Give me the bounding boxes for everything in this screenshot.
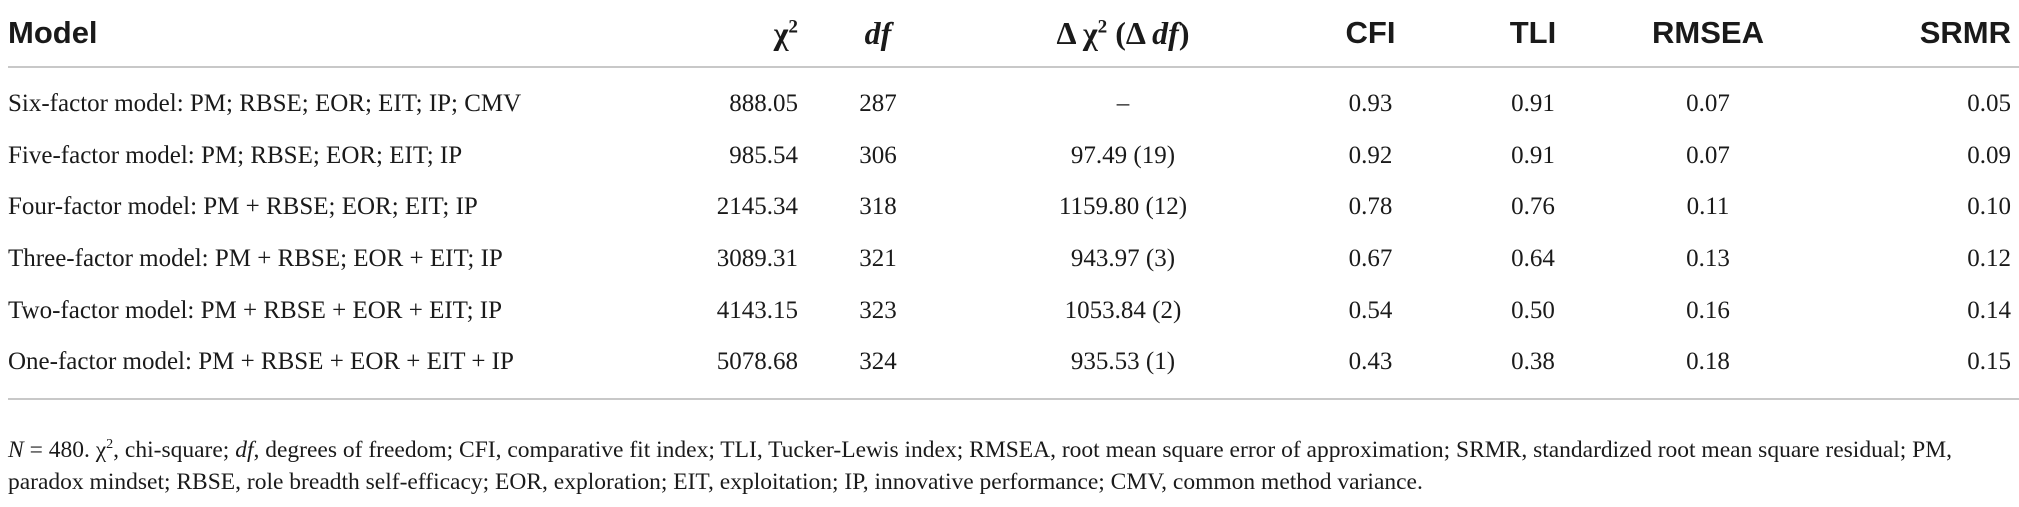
cell-rmsea: 0.16 (1686, 296, 1730, 324)
cell-model: Two-factor model: PM + RBSE + EOR + EIT;… (8, 296, 502, 324)
cell-rmsea: 0.07 (1686, 89, 1730, 117)
cell-cfi: 0.78 (1348, 193, 1393, 221)
cell-model: Three-factor model: PM + RBSE; EOR + EIT… (8, 244, 503, 272)
cell-srmr: 0.14 (1967, 296, 2011, 324)
cell-srmr: 0.10 (1967, 193, 2011, 221)
footnote-df-label: df (235, 437, 254, 463)
cell-chi-square: 5078.68 (648, 336, 798, 401)
cell-delta: 1159.80 (12) (1058, 193, 1188, 221)
cell-df: 323 (859, 296, 897, 324)
footnote-part-1: = 480. χ (23, 437, 107, 463)
cell-model: Four-factor model: PM + RBSE; EOR; EIT; … (8, 193, 478, 221)
cell-rmsea: 0.18 (1613, 336, 1803, 401)
cell-cfi: 0.93 (1348, 89, 1393, 117)
footnote-chi-superscript: 2 (106, 436, 114, 453)
cell-df: 324 (798, 336, 958, 401)
footnote-part-3: , degrees of freedom; CFI, comparative f… (8, 437, 1953, 495)
header-tli: TLI (1453, 0, 1613, 68)
header-delta-df: df (1152, 14, 1179, 51)
header-df: df (798, 0, 958, 68)
cell-tli: 0.91 (1511, 89, 1555, 117)
table-row: Four-factor model: PM + RBSE; EOR; EIT; … (8, 181, 2019, 233)
cell-cfi: 0.92 (1348, 141, 1393, 169)
cell-df: 287 (859, 89, 897, 117)
cell-delta: – (1116, 89, 1130, 117)
header-chi-symbol: χ (773, 14, 789, 51)
cell-model: Five-factor model: PM; RBSE; EOR; EIT; I… (8, 141, 463, 169)
cell-chi-square: 4143.15 (716, 296, 798, 324)
cell-delta: 943.97 (3) (1070, 244, 1176, 272)
footnote-n-label: N (8, 437, 24, 463)
table-row: Five-factor model: PM; RBSE; EOR; EIT; I… (8, 130, 2019, 182)
cell-srmr: 0.12 (1967, 244, 2011, 272)
header-model: Model (8, 0, 648, 68)
model-fit-table: Model χ2 df Δ χ2 (Δ df) CFI TLI RMSEA SR… (8, 0, 2019, 401)
header-row: Model χ2 df Δ χ2 (Δ df) CFI TLI RMSEA SR… (8, 0, 2019, 68)
header-srmr: SRMR (1803, 0, 2019, 68)
table-row: Three-factor model: PM + RBSE; EOR + EIT… (8, 233, 2019, 285)
header-cfi: CFI (1288, 0, 1453, 68)
table-body: Six-factor model: PM; RBSE; EOR; EIT; IP… (8, 67, 2019, 401)
table-footnote: N = 480. χ2, chi-square; df, degrees of … (8, 434, 2013, 498)
cell-cfi: 0.43 (1288, 336, 1453, 401)
cell-srmr: 0.09 (1967, 141, 2011, 169)
header-delta-chi-square: Δ χ2 (Δ df) (958, 0, 1288, 68)
table-row: Six-factor model: PM; RBSE; EOR; EIT; IP… (8, 67, 2019, 130)
header-delta-close: ) (1178, 14, 1190, 51)
cell-model: Six-factor model: PM; RBSE; EOR; EIT; IP… (8, 89, 522, 117)
header-delta-prefix: Δ χ (1056, 14, 1098, 51)
header-delta-open: (Δ (1107, 14, 1153, 51)
cell-delta: 1053.84 (2) (1064, 296, 1182, 324)
cell-chi-square: 2145.34 (716, 193, 798, 221)
cell-tli: 0.64 (1511, 244, 1555, 272)
cell-tli: 0.50 (1511, 296, 1555, 324)
cell-cfi: 0.54 (1348, 296, 1393, 324)
cell-srmr: 0.05 (1967, 89, 2011, 117)
cell-chi-square: 3089.31 (716, 244, 798, 272)
cell-rmsea: 0.13 (1686, 244, 1730, 272)
header-chi-square: χ2 (648, 0, 798, 68)
header-df-label: df (864, 14, 892, 51)
table-header: Model χ2 df Δ χ2 (Δ df) CFI TLI RMSEA SR… (8, 0, 2019, 68)
header-delta-superscript: 2 (1097, 15, 1108, 37)
cell-chi-square: 985.54 (729, 141, 798, 169)
cell-delta: 935.53 (1) (958, 336, 1288, 401)
table-row: One-factor model: PM + RBSE + EOR + EIT … (8, 336, 2019, 401)
cell-delta: 97.49 (19) (1070, 141, 1176, 169)
cell-df: 318 (859, 193, 897, 221)
cell-model: One-factor model: PM + RBSE + EOR + EIT … (8, 336, 648, 401)
table-row: Two-factor model: PM + RBSE + EOR + EIT;… (8, 285, 2019, 337)
header-rmsea: RMSEA (1613, 0, 1803, 68)
cell-rmsea: 0.11 (1686, 193, 1730, 221)
cell-rmsea: 0.07 (1686, 141, 1730, 169)
cell-tli: 0.38 (1453, 336, 1613, 401)
cell-srmr: 0.15 (1803, 336, 2019, 401)
cell-chi-square: 888.05 (729, 89, 798, 117)
header-chi-superscript: 2 (788, 15, 798, 37)
cell-tli: 0.76 (1511, 193, 1555, 221)
cell-tli: 0.91 (1511, 141, 1555, 169)
cell-df: 321 (859, 244, 897, 272)
cell-df: 306 (859, 141, 897, 169)
cell-cfi: 0.67 (1348, 244, 1393, 272)
footnote-part-2: , chi-square; (113, 437, 236, 463)
